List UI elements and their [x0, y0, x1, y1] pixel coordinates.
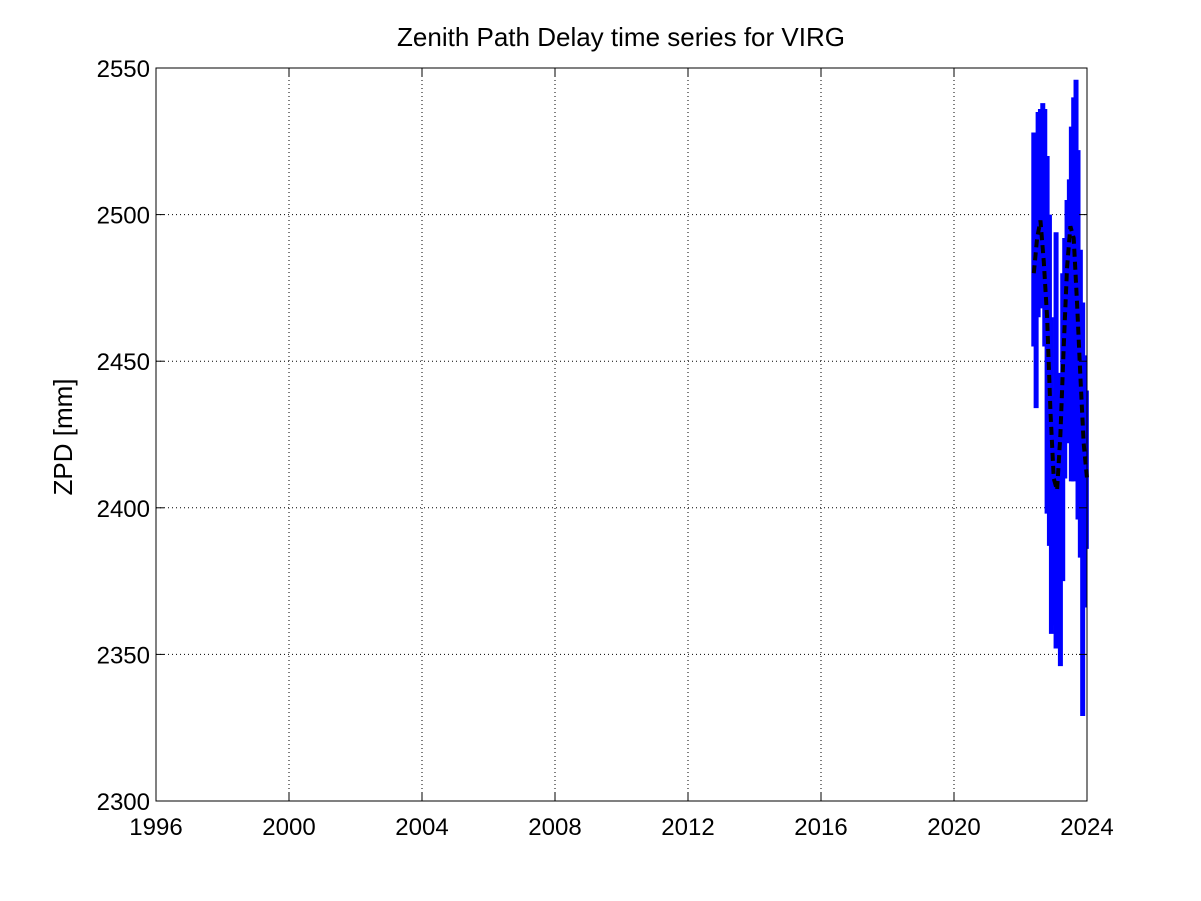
x-tick-label: 2012: [661, 814, 714, 841]
x-tick-label: 2004: [395, 814, 448, 841]
y-tick-label: 2350: [97, 642, 150, 669]
x-tick-label: 1996: [129, 814, 182, 841]
x-tick-label: 2000: [262, 814, 315, 841]
x-tick-label: 2020: [927, 814, 980, 841]
zpd-trend-line: [1031, 220, 1089, 491]
x-tick-label: 2016: [794, 814, 847, 841]
y-tick-label: 2300: [97, 789, 150, 816]
y-tick-label: 2500: [97, 203, 150, 230]
chart-title: Zenith Path Delay time series for VIRG: [397, 22, 845, 52]
label-layer: 1996 2000 2004 2008 2012 2016 2020 2024 2300 2350…: [97, 56, 1114, 841]
y-tick-label: 2450: [97, 349, 150, 376]
y-tick-label: 2550: [97, 56, 150, 83]
data-layer: [1031, 79, 1089, 716]
tick-layer: [155, 67, 1088, 802]
y-tick-label: 2400: [97, 496, 150, 523]
plot-frame: [155, 67, 1088, 802]
y-axis-label: ZPD [mm]: [48, 379, 78, 496]
x-tick-label: 2024: [1060, 814, 1113, 841]
x-tick-label: 2008: [528, 814, 581, 841]
